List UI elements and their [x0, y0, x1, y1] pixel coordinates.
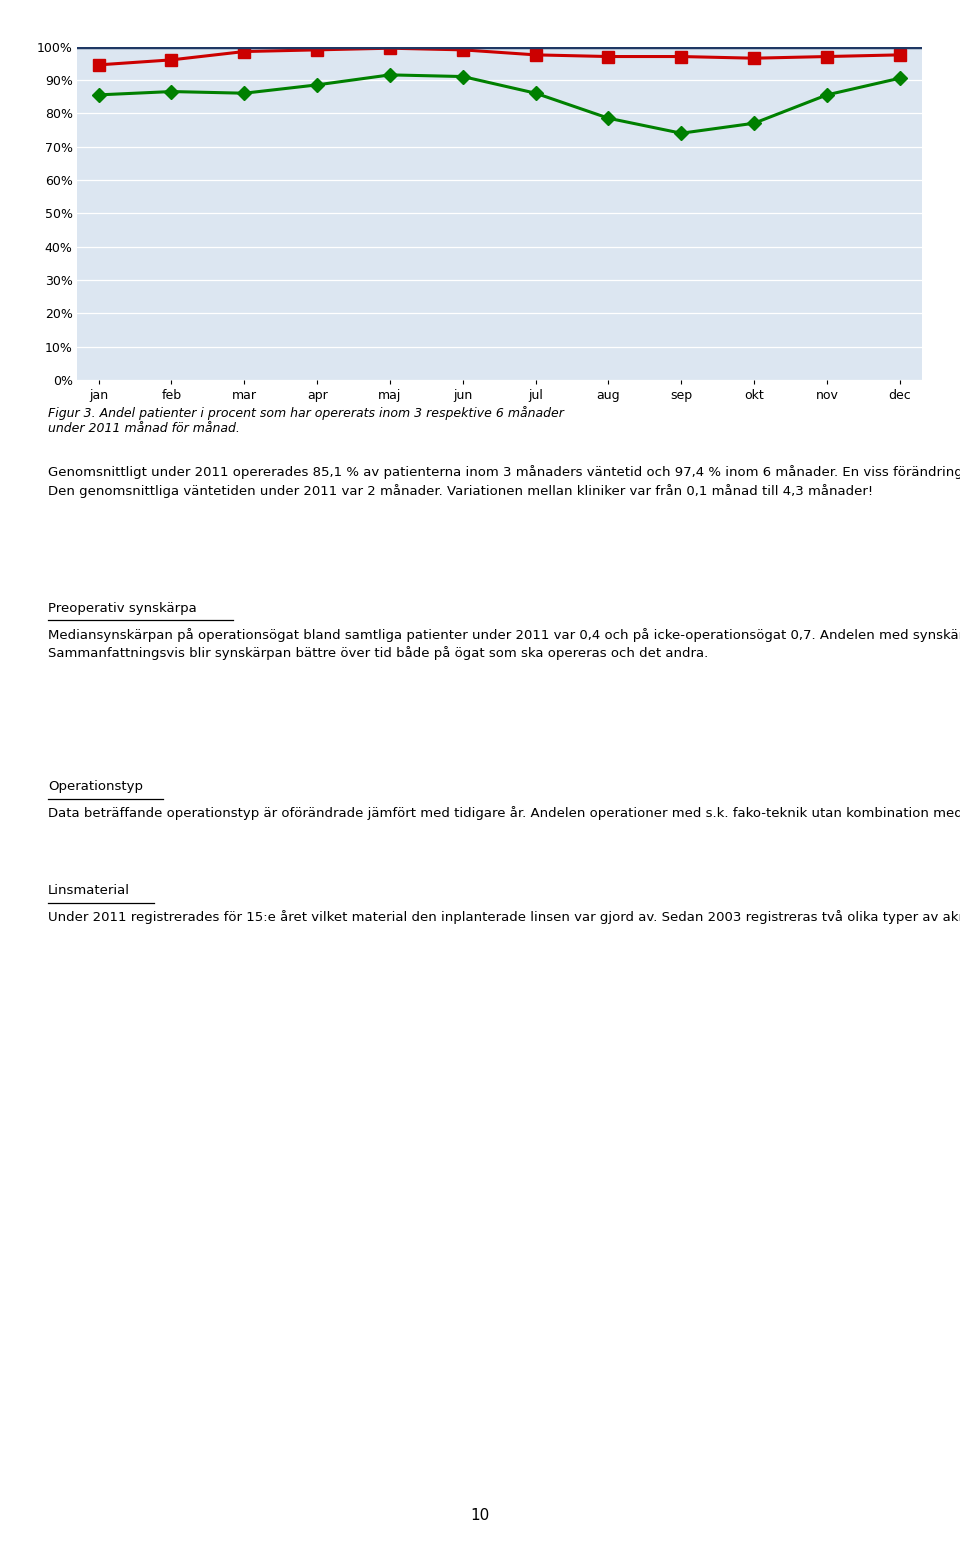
Text: Mediansynskärpan på operationsögat bland samtliga patienter under 2011 var 0,4 o: Mediansynskärpan på operationsögat bland…	[48, 628, 960, 661]
Text: Linsmaterial: Linsmaterial	[48, 884, 130, 896]
Text: Data beträffande operationstyp är oförändrade jämfört med tidigare år. Andelen o: Data beträffande operationstyp är oförän…	[48, 807, 960, 820]
Text: 10: 10	[470, 1508, 490, 1523]
Text: Under 2011 registrerades för 15:e året vilket material den inplanterade linsen v: Under 2011 registrerades för 15:e året v…	[48, 910, 960, 924]
Text: Operationstyp: Operationstyp	[48, 780, 143, 793]
Text: Figur 3. Andel patienter i procent som har opererats inom 3 respektive 6 månader: Figur 3. Andel patienter i procent som h…	[48, 406, 564, 436]
Text: Preoperativ synskärpa: Preoperativ synskärpa	[48, 602, 197, 614]
Text: Genomsnittligt under 2011 opererades 85,1 % av patienterna inom 3 månaders vänte: Genomsnittligt under 2011 opererades 85,…	[48, 465, 960, 498]
